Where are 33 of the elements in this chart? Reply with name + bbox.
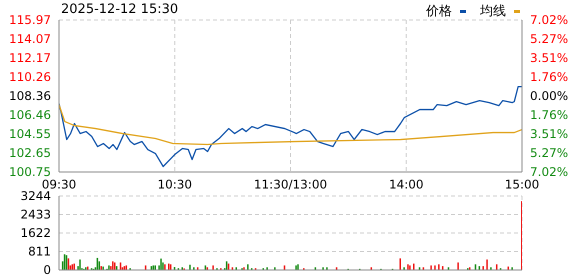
x-tick-label: 09:30 [42,178,76,192]
y-tick-label: 110.26 [9,70,51,84]
y2-tick-label: 7.02% [530,165,568,179]
y-tick-label: 0 [43,263,51,276]
y-tick-label: 106.46 [9,108,51,122]
chart-title: 2025-12-12 15:30 [61,2,178,17]
legend-label: 价格 [426,3,453,20]
y-tick-label: 115.97 [9,13,51,27]
y2-tick-label: 3.51% [530,51,568,65]
x-tick-label: 14:00 [388,178,424,192]
y-tick-label: 2433 [20,208,51,222]
x-tick-label: 15:00 [504,178,540,192]
y2-tick-label: 5.27% [530,32,568,46]
y-tick-label: 100.75 [9,165,51,179]
line-series [59,104,522,146]
x-tick-label: 10:30 [157,178,192,192]
y-tick-label: 112.17 [9,50,51,65]
y-tick-label: 114.07 [9,32,51,46]
y-tick-label: 108.36 [9,89,51,103]
y2-tick-label: 1.76% [530,108,568,122]
y2-tick-label: 1.76% [530,70,568,84]
line-series [59,86,522,168]
y-tick-label: 104.55 [9,127,51,142]
y-tick-label: 3244 [20,189,51,203]
y-tick-label: 102.65 [9,146,51,160]
x-tick-label: 11:30/13:00 [254,178,328,192]
y2-tick-label: 0.00% [530,89,568,103]
y-tick-label: 811 [28,244,51,258]
legend-label: 均线 [480,3,507,20]
y-tick-label: 1622 [20,226,51,240]
y2-tick-label: 3.51% [530,127,568,141]
y2-tick-label: 7.02% [530,13,568,27]
y2-tick-label: 5.27% [530,146,568,160]
